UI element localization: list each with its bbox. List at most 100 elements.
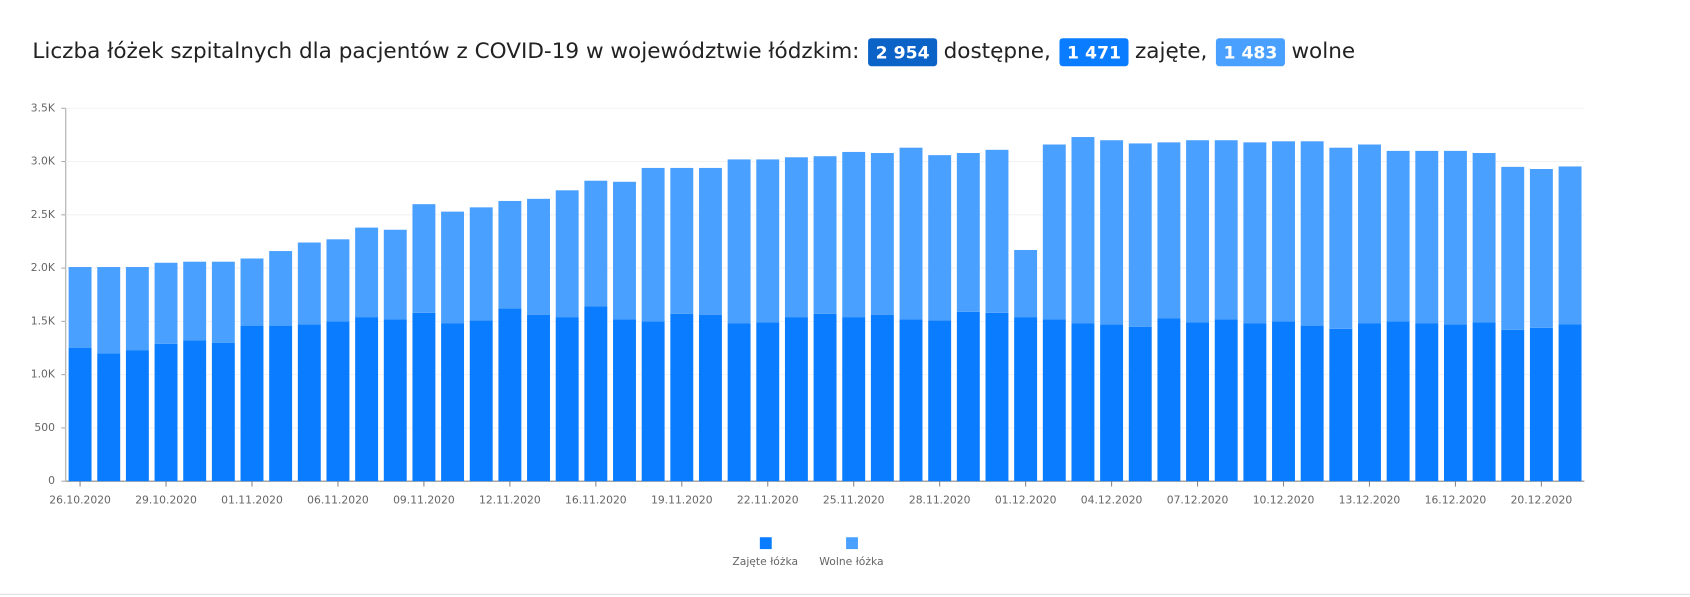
bar [1358,323,1381,482]
bar [1300,141,1324,326]
bar [555,317,579,482]
badge [1059,38,1129,67]
bar [1472,322,1496,482]
x-tick-label: 13.12.2020 [1339,494,1401,507]
bar [1014,249,1038,318]
bar [1529,169,1553,328]
bar [1329,328,1353,482]
bar [1386,150,1410,322]
bar [68,348,92,482]
bar [1100,140,1124,325]
y-tick-label: 2.5K [31,208,56,221]
bar [412,204,436,313]
bar [211,342,235,482]
x-tick-label: 06.11.2020 [307,494,369,507]
y-tick-label: 1.0K [31,368,56,381]
bar [842,151,866,318]
bar [469,320,493,482]
bar [355,317,379,482]
bar [784,157,808,318]
bar [1329,147,1353,329]
bar [613,319,636,482]
bar [355,227,379,318]
badge [1215,38,1285,67]
x-tick-label: 07.12.2020 [1167,494,1229,507]
bar [469,207,493,321]
bar [1071,137,1095,324]
badge-text: 2 954 [876,43,930,63]
bar [698,314,722,482]
bar [670,167,694,314]
bar [1014,317,1038,482]
bar [698,167,722,315]
bar [125,350,149,482]
bar [183,340,207,482]
bar [269,251,293,326]
x-tick-label: 01.12.2020 [995,494,1057,507]
bar [1472,153,1496,323]
y-tick-label: 1.5K [31,314,56,327]
y-tick-label: 500 [34,421,55,434]
bar [97,353,121,482]
bar [1214,140,1238,320]
bar [154,343,178,482]
bar [498,200,522,309]
bar [240,325,264,482]
x-tick-label: 16.11.2020 [565,494,627,507]
bar [842,317,866,482]
bar [498,308,522,482]
bar [1443,324,1467,482]
legend-swatch [759,537,772,550]
bar [441,211,465,324]
bar [527,314,550,482]
bar [1157,318,1181,482]
bar [412,312,436,482]
bar [1243,142,1267,324]
y-tick-label: 3.5K [31,101,56,114]
x-tick-label: 22.11.2020 [737,494,799,507]
bar [297,324,321,482]
x-tick-label: 20.12.2020 [1511,494,1573,507]
bar [727,323,751,482]
bar [1071,323,1095,482]
bar [641,321,665,482]
bar [1501,329,1525,482]
bar [1558,166,1582,325]
bar [1243,323,1267,482]
badge-text: 1 471 [1067,43,1121,63]
bar [1042,144,1066,320]
bar [956,311,980,482]
bar [727,159,751,324]
bar [240,258,264,326]
bar [641,167,665,322]
bar [383,229,407,320]
title-part: zajęte, [1135,39,1207,64]
bar [813,156,837,314]
bar [383,319,407,482]
bar [1272,141,1295,322]
bar [584,180,608,307]
x-tick-label: 04.12.2020 [1081,494,1143,507]
bar [870,314,894,482]
bar [1186,322,1210,482]
bar [555,190,579,318]
bar [813,313,837,482]
x-tick-label: 09.11.2020 [393,494,455,507]
x-tick-label: 26.10.2020 [49,494,111,507]
bar [1415,323,1439,482]
y-tick-label: 3.0K [31,155,56,168]
bar [899,147,923,320]
bar [956,153,980,312]
bar [1300,325,1324,482]
bar [584,306,608,482]
bar [1272,321,1295,482]
x-tick-label: 25.11.2020 [823,494,885,507]
legend-swatch [846,537,858,550]
badge [868,38,938,67]
title: Liczba łóżek szpitalnych dla pacjentów z… [32,39,859,64]
bar [756,322,780,482]
y-tick-label: 2.0K [31,261,56,274]
bar [1128,326,1152,482]
bar [613,181,636,320]
